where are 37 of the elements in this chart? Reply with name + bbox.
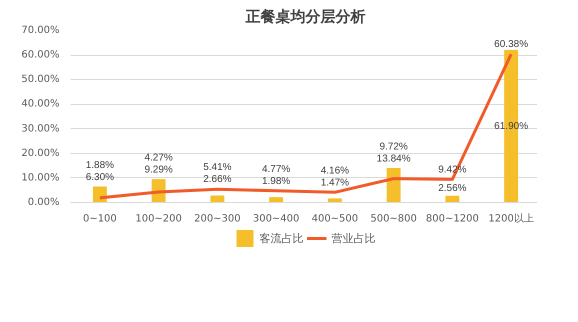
data-label: 1.88% bbox=[86, 160, 114, 172]
data-label: 2.56% bbox=[438, 183, 467, 194]
data-label: 9.29% bbox=[144, 164, 173, 176]
data-label: 1.98% bbox=[262, 176, 290, 187]
data-label: 2.66% bbox=[203, 174, 232, 186]
legend-label: 营业占比 bbox=[332, 230, 376, 246]
x-tick-label: 1200以上 bbox=[488, 212, 534, 224]
x-tick-label: 400~500 bbox=[312, 214, 358, 224]
x-tick-label: 300~400 bbox=[252, 214, 300, 224]
x-tick-label: 0~100 bbox=[82, 214, 117, 224]
y-tick-label: 0.00% bbox=[28, 197, 60, 208]
data-label: 9.72% bbox=[379, 141, 408, 152]
data-label: 4.16% bbox=[320, 165, 350, 176]
bar bbox=[386, 168, 401, 202]
x-tick-label: 500~800 bbox=[370, 214, 417, 224]
y-tick-label: 50.00% bbox=[21, 74, 60, 86]
y-tick-label: 70.00% bbox=[21, 25, 60, 36]
data-label: 1.47% bbox=[320, 177, 350, 188]
bar bbox=[210, 195, 224, 202]
bar bbox=[269, 197, 284, 202]
data-label: 6.30% bbox=[86, 172, 114, 184]
data-label: 5.41% bbox=[203, 162, 232, 174]
x-tick-label: 200~300 bbox=[194, 214, 241, 224]
bar bbox=[445, 196, 460, 202]
data-label: 60.38% bbox=[494, 39, 528, 50]
y-tick-label: 20.00% bbox=[21, 148, 60, 159]
y-tick-label: 40.00% bbox=[21, 98, 60, 110]
data-label: 4.77% bbox=[262, 164, 290, 175]
legend-label: 客流占比 bbox=[260, 230, 304, 246]
data-label: 13.84% bbox=[376, 153, 411, 164]
y-tick-label: 60.00% bbox=[21, 50, 60, 61]
data-label: 4.27% bbox=[144, 152, 173, 164]
y-tick-label: 30.00% bbox=[21, 123, 60, 134]
x-tick-label: 100~200 bbox=[135, 214, 182, 224]
y-tick-label: 10.00% bbox=[21, 172, 60, 184]
chart-title: 正餐桌均分层分析 bbox=[244, 8, 366, 26]
x-tick-label: 800~1200 bbox=[426, 214, 479, 224]
